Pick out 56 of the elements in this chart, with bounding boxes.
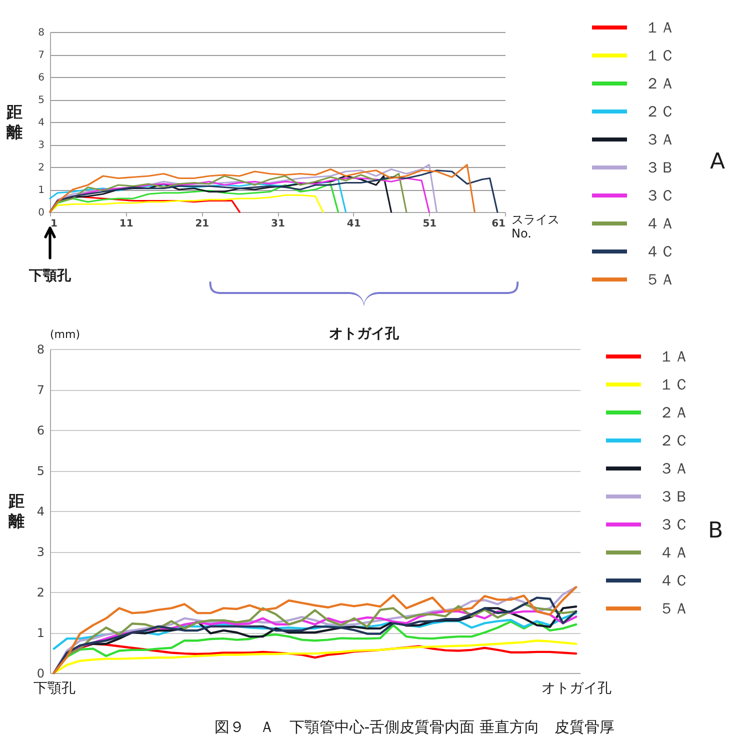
y-tick-label: 6 [38,72,44,84]
y-tick-label: 8 [36,342,44,356]
legend-label: ２Ｃ [659,432,689,450]
legend-label: ４Ａ [645,214,675,232]
legend-label: ３Ｃ [659,516,689,534]
y-tick-label: 2 [36,586,44,600]
y-tick-label: 2 [38,162,44,174]
y-tick-label: 8 [38,28,44,38]
legend-label: ３Ｃ [645,186,675,204]
legend-label: ３Ａ [645,130,675,148]
legend-label: ２Ｃ [645,102,675,120]
text: 下顎孔 [28,268,72,284]
legend-label: ５Ａ [659,600,689,618]
legend-label: ４Ａ [659,544,689,562]
legend-label: １Ａ [659,348,689,366]
x-tick-label: 1 [50,218,58,230]
x-axis-title: スライス No. [512,212,560,240]
caption: 図９ Ａ 下顎管中心-舌側皮質骨内面 垂直方向 皮質骨厚 [214,718,614,736]
legend-label: ４Ｃ [645,242,675,260]
legend-label: １Ａ [645,18,675,36]
line-series [49,170,498,213]
text: (mm) [50,328,80,341]
y-tick-label: 4 [36,504,44,518]
y-tick-label: 7 [36,383,44,397]
legend-label: ３Ｂ [659,488,689,506]
y-tick-label: 5 [38,95,44,106]
y-tick-label: 6 [36,424,44,438]
y-tick-label: 4 [38,118,44,128]
y-tick-label: 5 [36,464,44,478]
y-axis-title: 距離 [6,102,22,142]
y-tick-label: 0 [36,666,44,680]
legend-label: ５Ａ [645,270,675,288]
legend-label: ３Ａ [659,460,689,478]
legend-label: ４Ｃ [659,572,689,590]
text: B [708,518,724,544]
text: A [710,150,726,175]
y-tick-label: 3 [36,545,44,559]
legend-label: ３Ｂ [645,158,675,176]
y-tick-label: 7 [38,50,44,61]
x-tick-label: 41 [346,218,361,230]
text: オトガイ孔 [328,326,400,342]
y-tick-label: 1 [38,185,44,196]
y-tick-label: 0 [38,208,44,218]
y-tick-label: 1 [36,626,44,640]
x-tick-label: 51 [422,218,437,230]
y-axis-title: 距離 [8,492,24,530]
legend-label: １Ｃ [645,46,675,64]
x-tick-label: 21 [195,218,210,230]
legend-label: ２Ａ [645,74,675,92]
x-tick-label: 11 [119,218,134,230]
x-tick-label: 61 [492,218,506,230]
y-tick-label: 3 [38,140,44,151]
legend-label: ２Ａ [659,404,689,422]
legend-label: １Ｃ [659,376,689,394]
x-tick-label: 31 [271,218,285,230]
line-series [49,194,324,213]
